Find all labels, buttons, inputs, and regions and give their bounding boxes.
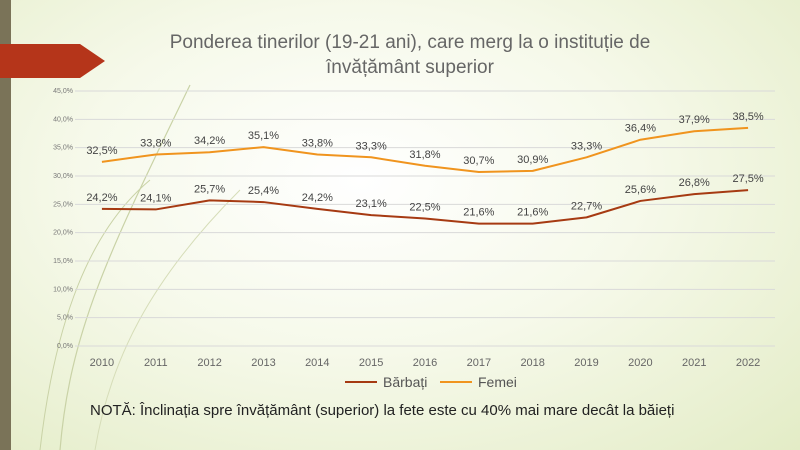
- data-label: 22,7%: [571, 200, 602, 212]
- data-label: 36,4%: [625, 123, 656, 135]
- series-line-barbati: [101, 189, 749, 225]
- chart-title-line-2: învățământ superior: [326, 57, 494, 78]
- data-label: 24,2%: [86, 192, 117, 204]
- data-label: 25,4%: [248, 185, 279, 197]
- legend-item-barbati: Bărbați: [345, 374, 427, 390]
- data-label: 24,2%: [302, 192, 333, 204]
- y-tick-label: 25,0%: [53, 201, 73, 208]
- y-tick-label: 5,0%: [57, 315, 73, 322]
- x-tick-label: 2022: [736, 357, 760, 369]
- data-label: 25,7%: [194, 183, 225, 195]
- chart-title-line-1: Ponderea tinerilor (19-21 ani), care mer…: [169, 32, 651, 53]
- data-label: 37,9%: [679, 114, 710, 126]
- legend-item-femei: Femei: [440, 374, 517, 390]
- x-tick-label: 2011: [144, 357, 168, 369]
- data-label: 35,1%: [248, 130, 279, 142]
- decorative-arrow-icon: [0, 44, 105, 78]
- data-label: 33,3%: [571, 140, 602, 152]
- data-label: 25,6%: [625, 184, 656, 196]
- x-tick-label: 2021: [682, 357, 706, 369]
- x-tick-label: 2019: [574, 357, 598, 369]
- note-text: NOTĂ: Înclinația spre învățământ (superi…: [90, 402, 675, 419]
- x-tick-label: 2016: [413, 357, 437, 369]
- x-tick-label: 2013: [251, 357, 275, 369]
- data-label: 30,7%: [463, 155, 494, 167]
- data-label: 30,9%: [517, 154, 548, 166]
- data-label: 26,8%: [679, 177, 710, 189]
- data-label: 22,5%: [409, 202, 440, 214]
- x-tick-label: 2010: [90, 357, 114, 369]
- x-tick-label: 2014: [305, 357, 329, 369]
- x-tick-label: 2020: [628, 357, 652, 369]
- data-label: 23,1%: [356, 198, 387, 210]
- decorative-side-bar: [0, 0, 11, 450]
- legend-label-barbati: Bărbați: [383, 374, 428, 390]
- y-tick-label: 20,0%: [53, 230, 73, 237]
- legend-swatch-barbati: [345, 381, 377, 383]
- series-line-femei: [101, 126, 749, 174]
- legend-swatch-femei: [440, 381, 472, 383]
- x-tick-label: 2018: [520, 357, 544, 369]
- data-label: 34,2%: [194, 135, 225, 147]
- data-label: 31,8%: [409, 149, 440, 161]
- y-tick-label: 40,0%: [53, 116, 73, 123]
- x-tick-label: 2012: [197, 357, 221, 369]
- y-tick-label: 15,0%: [53, 258, 73, 265]
- decorative-curves: [39, 84, 241, 450]
- data-label: 21,6%: [517, 207, 548, 219]
- y-tick-label: 45,0%: [53, 88, 73, 95]
- y-tick-label: 10,0%: [53, 286, 73, 293]
- y-tick-label: 30,0%: [53, 173, 73, 180]
- y-tick-label: 35,0%: [53, 145, 73, 152]
- data-label: 27,5%: [732, 173, 763, 185]
- x-tick-label: 2017: [467, 357, 491, 369]
- data-label: 33,8%: [302, 137, 333, 149]
- chart-title: Ponderea tinerilor (19-21 ani), care mer…: [110, 30, 710, 80]
- data-label: 38,5%: [732, 111, 763, 123]
- data-label: 32,5%: [86, 145, 117, 157]
- data-label: 21,6%: [463, 207, 494, 219]
- y-tick-label: 0,0%: [57, 343, 73, 350]
- data-label: 24,1%: [140, 192, 171, 204]
- data-label: 33,3%: [356, 140, 387, 152]
- data-label: 33,8%: [140, 137, 171, 149]
- legend-label-femei: Femei: [478, 374, 517, 390]
- x-tick-label: 2015: [359, 357, 383, 369]
